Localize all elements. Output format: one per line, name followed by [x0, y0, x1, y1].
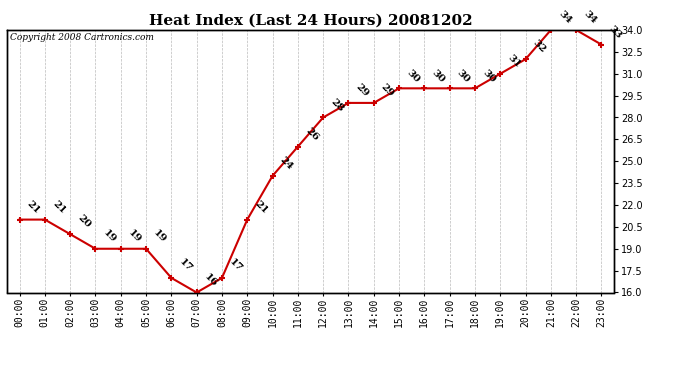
Text: 16: 16	[202, 272, 219, 288]
Text: 34: 34	[556, 9, 573, 26]
Text: 28: 28	[328, 97, 345, 113]
Text: 26: 26	[304, 126, 320, 142]
Text: 31: 31	[506, 53, 522, 70]
Text: 24: 24	[278, 155, 295, 172]
Text: 19: 19	[101, 228, 117, 244]
Text: 21: 21	[253, 199, 269, 215]
Text: 21: 21	[50, 199, 67, 215]
Text: 30: 30	[455, 68, 472, 84]
Text: 29: 29	[380, 82, 396, 99]
Text: Copyright 2008 Cartronics.com: Copyright 2008 Cartronics.com	[10, 33, 154, 42]
Text: 30: 30	[480, 68, 497, 84]
Text: 29: 29	[354, 82, 371, 99]
Text: 30: 30	[430, 68, 446, 84]
Text: 32: 32	[531, 39, 548, 55]
Title: Heat Index (Last 24 Hours) 20081202: Heat Index (Last 24 Hours) 20081202	[148, 13, 473, 27]
Text: 21: 21	[25, 199, 41, 215]
Text: 34: 34	[582, 9, 598, 26]
Text: 20: 20	[76, 213, 92, 230]
Text: 17: 17	[228, 257, 244, 274]
Text: 30: 30	[404, 68, 421, 84]
Text: 33: 33	[607, 24, 624, 40]
Text: 19: 19	[126, 228, 143, 244]
Text: 19: 19	[152, 228, 168, 244]
Text: 17: 17	[177, 257, 193, 274]
